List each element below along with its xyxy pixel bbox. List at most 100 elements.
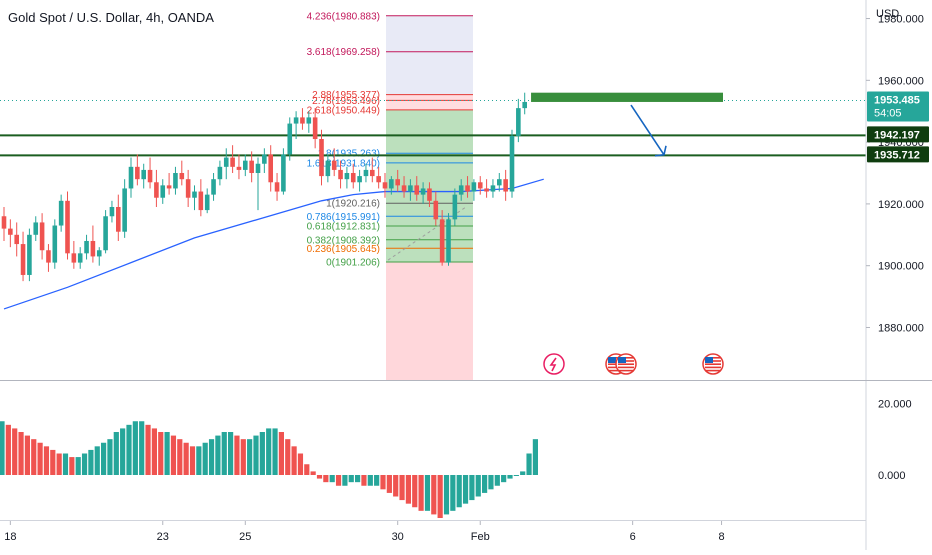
candle[interactable]: [439, 210, 445, 266]
candle[interactable]: [477, 176, 483, 195]
candle[interactable]: [236, 154, 242, 180]
candle[interactable]: [71, 240, 77, 269]
candle[interactable]: [58, 194, 64, 232]
candle[interactable]: [516, 98, 521, 143]
projection-arrow[interactable]: [630, 104, 665, 156]
macd-bar: [418, 475, 424, 511]
candle[interactable]: [503, 169, 508, 201]
candle[interactable]: [446, 213, 451, 266]
candle[interactable]: [490, 179, 496, 198]
macd-bar: [101, 442, 107, 475]
candle[interactable]: [395, 169, 400, 192]
candle[interactable]: [1, 206, 7, 241]
candle[interactable]: [471, 179, 477, 201]
candle-body: [223, 157, 229, 167]
candle[interactable]: [331, 148, 337, 177]
candle[interactable]: [243, 154, 248, 177]
fib-level-label: 1.8(1935.263): [318, 149, 380, 160]
candle[interactable]: [300, 108, 305, 130]
candle[interactable]: [103, 210, 108, 254]
candle[interactable]: [357, 169, 362, 192]
candle[interactable]: [306, 111, 312, 133]
candle[interactable]: [217, 160, 223, 186]
macd-bar: [164, 432, 170, 475]
candle[interactable]: [522, 92, 527, 115]
candle[interactable]: [484, 179, 489, 198]
macd-bar: [304, 464, 310, 475]
candle[interactable]: [389, 176, 394, 195]
candle[interactable]: [223, 148, 229, 180]
candle[interactable]: [52, 219, 58, 269]
candle[interactable]: [33, 216, 39, 241]
candle[interactable]: [433, 191, 439, 226]
candle[interactable]: [204, 188, 210, 214]
candle[interactable]: [160, 179, 166, 204]
candle[interactable]: [65, 191, 70, 260]
target-zone-box[interactable]: [531, 92, 723, 102]
candle[interactable]: [293, 111, 299, 140]
lightning-event-icon[interactable]: [543, 353, 565, 375]
candle[interactable]: [255, 157, 261, 211]
candle[interactable]: [211, 173, 216, 201]
candle[interactable]: [312, 108, 318, 149]
candle[interactable]: [338, 160, 343, 189]
candle[interactable]: [135, 154, 140, 186]
candle[interactable]: [287, 117, 293, 161]
candle[interactable]: [154, 169, 159, 207]
candle[interactable]: [325, 154, 331, 183]
us-flag-event-icon[interactable]: [702, 353, 724, 375]
candle[interactable]: [14, 222, 19, 257]
us-flag-event-icon[interactable]: [615, 353, 637, 375]
candle[interactable]: [122, 179, 127, 238]
candle[interactable]: [109, 200, 115, 223]
candle[interactable]: [268, 145, 273, 192]
candle[interactable]: [84, 234, 89, 260]
candle[interactable]: [179, 160, 185, 186]
candle[interactable]: [465, 176, 470, 198]
candle[interactable]: [363, 163, 369, 183]
candle[interactable]: [408, 179, 413, 201]
candle[interactable]: [141, 163, 146, 189]
candle[interactable]: [249, 151, 254, 183]
candle[interactable]: [274, 173, 280, 201]
candle[interactable]: [414, 176, 420, 201]
candle[interactable]: [420, 182, 426, 204]
candle[interactable]: [192, 185, 197, 211]
macd-bar: [437, 475, 443, 518]
macd-bar: [393, 475, 399, 497]
candle[interactable]: [20, 231, 26, 282]
candle[interactable]: [39, 213, 45, 260]
candle[interactable]: [166, 173, 172, 195]
candle[interactable]: [8, 219, 13, 248]
candle[interactable]: [350, 163, 356, 189]
candle[interactable]: [46, 244, 51, 272]
candle[interactable]: [128, 157, 134, 198]
lightning-ring: [543, 353, 565, 375]
candle[interactable]: [344, 166, 350, 189]
candle[interactable]: [185, 169, 191, 207]
candle[interactable]: [90, 225, 96, 263]
candle-body: [122, 188, 127, 232]
candle[interactable]: [370, 157, 375, 183]
candle[interactable]: [319, 129, 324, 186]
candle[interactable]: [401, 176, 407, 198]
candle[interactable]: [509, 129, 515, 198]
candle[interactable]: [147, 157, 153, 189]
candle[interactable]: [198, 179, 204, 217]
candle[interactable]: [96, 247, 102, 266]
candle[interactable]: [77, 247, 83, 269]
candle[interactable]: [458, 179, 464, 201]
candle[interactable]: [230, 145, 235, 174]
candle[interactable]: [376, 166, 381, 189]
candle[interactable]: [427, 182, 432, 207]
candle[interactable]: [27, 228, 32, 282]
candle[interactable]: [382, 173, 388, 198]
candle[interactable]: [173, 166, 178, 195]
candle[interactable]: [262, 148, 267, 174]
candle[interactable]: [116, 194, 121, 241]
candle[interactable]: [452, 188, 458, 226]
candle[interactable]: [281, 148, 286, 195]
candle[interactable]: [497, 173, 502, 192]
